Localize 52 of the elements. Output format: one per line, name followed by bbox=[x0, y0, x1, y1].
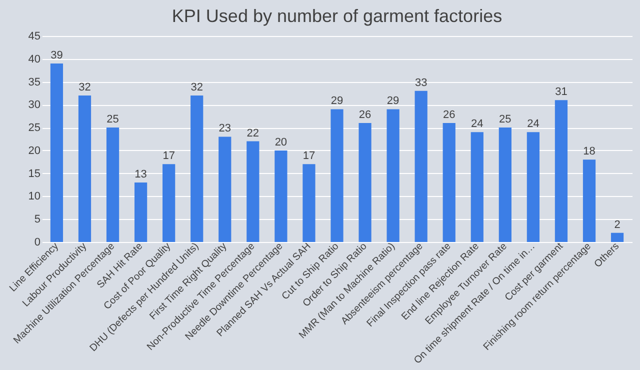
y-tick-label: 30 bbox=[28, 99, 40, 112]
data-label: 24 bbox=[527, 118, 540, 130]
bar bbox=[610, 232, 624, 242]
data-label: 31 bbox=[555, 86, 568, 98]
bar bbox=[358, 122, 372, 242]
y-tick-label: 25 bbox=[28, 122, 40, 134]
data-label: 2 bbox=[614, 218, 620, 231]
bar bbox=[470, 132, 484, 242]
data-label: 22 bbox=[246, 127, 260, 140]
bar bbox=[134, 182, 148, 242]
data-label: 17 bbox=[302, 150, 316, 162]
y-tick-label: 20 bbox=[28, 144, 40, 157]
bar bbox=[386, 109, 400, 242]
data-label: 20 bbox=[274, 136, 288, 148]
data-label: 26 bbox=[358, 108, 372, 121]
bar bbox=[330, 109, 344, 242]
y-tick-label: 15 bbox=[28, 168, 40, 180]
bar bbox=[162, 164, 176, 242]
bar bbox=[414, 90, 428, 242]
bar bbox=[582, 160, 596, 242]
data-label: 17 bbox=[162, 150, 175, 162]
bar bbox=[442, 122, 456, 242]
y-tick-label: 35 bbox=[28, 76, 40, 88]
data-label: 18 bbox=[583, 146, 596, 158]
bar bbox=[498, 128, 512, 242]
bar bbox=[302, 164, 316, 242]
data-label: 25 bbox=[106, 114, 119, 126]
y-tick-label: 40 bbox=[28, 53, 40, 66]
y-tick-label: 10 bbox=[28, 190, 40, 203]
bar bbox=[274, 150, 288, 242]
data-label: 29 bbox=[330, 95, 344, 108]
y-tick-label: 45 bbox=[28, 30, 40, 42]
y-tick-label: 5 bbox=[34, 214, 40, 226]
bar bbox=[218, 136, 232, 242]
bar bbox=[106, 128, 120, 242]
chart-title: KPI Used by number of garment factories bbox=[172, 6, 502, 26]
data-label: 29 bbox=[386, 95, 400, 108]
data-label: 39 bbox=[50, 49, 63, 62]
data-label: 25 bbox=[499, 114, 512, 126]
bar bbox=[190, 96, 204, 242]
bar bbox=[50, 63, 64, 242]
bar bbox=[554, 100, 568, 242]
data-label: 23 bbox=[218, 122, 232, 135]
data-label: 33 bbox=[414, 76, 428, 89]
data-label: 32 bbox=[190, 82, 203, 94]
data-label: 13 bbox=[134, 168, 147, 180]
bar bbox=[78, 96, 92, 242]
data-label: 26 bbox=[442, 108, 456, 121]
data-label: 24 bbox=[471, 118, 484, 130]
bar bbox=[526, 132, 540, 242]
data-label: 32 bbox=[78, 82, 91, 94]
bar bbox=[246, 141, 260, 242]
